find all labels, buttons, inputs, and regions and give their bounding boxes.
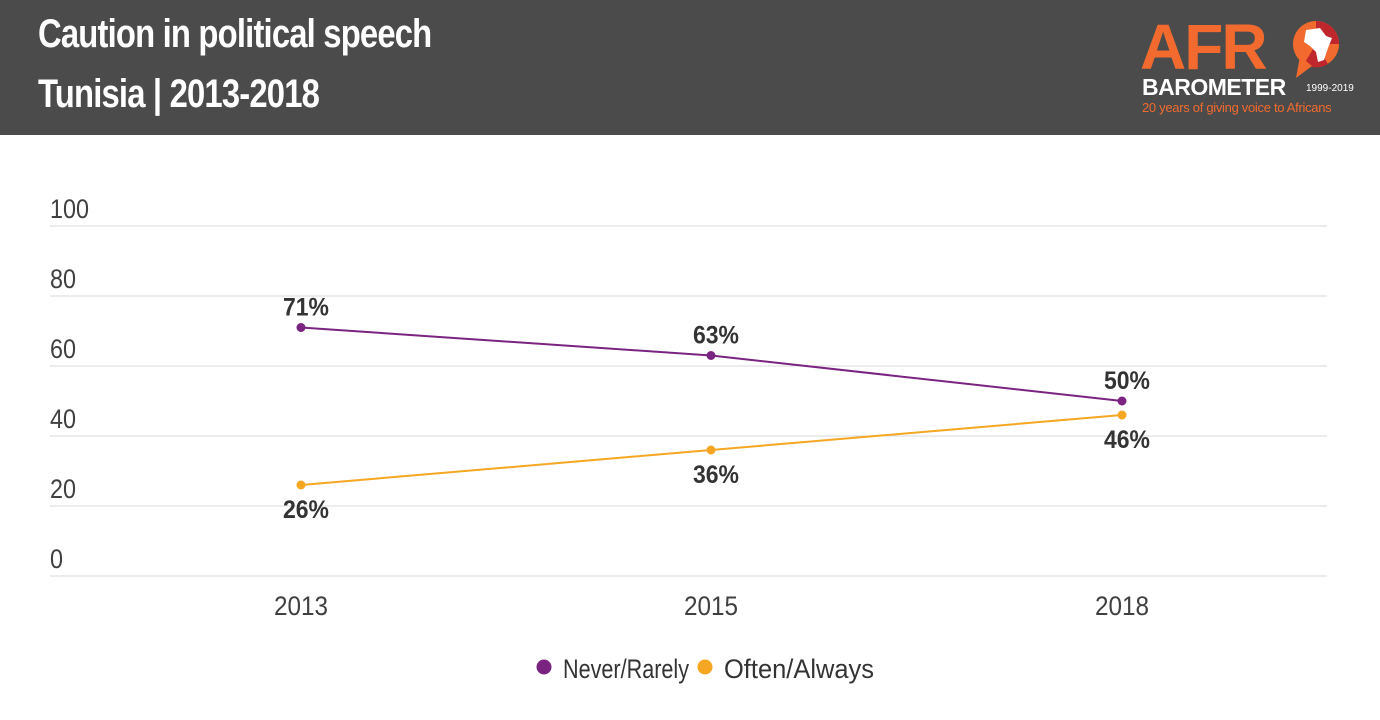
y-axis-ticks: 0 20 40 60 80 100 xyxy=(50,194,89,574)
y-tick-label: 20 xyxy=(50,474,76,504)
data-point xyxy=(706,445,716,455)
afrobarometer-logo: AFR BAROMETER 1999-2019 20 years of givi… xyxy=(1140,11,1370,119)
legend-label: Often/Always xyxy=(724,654,874,684)
logo-tagline: 20 years of giving voice to Africans xyxy=(1142,100,1332,115)
y-tick-label: 100 xyxy=(50,194,89,224)
africa-speech-bubble-icon xyxy=(1293,21,1339,78)
y-tick-label: 40 xyxy=(50,404,76,434)
x-axis-ticks: 2013 2015 2018 xyxy=(274,591,1149,621)
legend: Never/Rarely Often/Always xyxy=(536,654,874,684)
x-tick-label: 2015 xyxy=(684,591,738,621)
legend-marker xyxy=(697,659,713,675)
header-banner: Caution in political speech Tunisia | 20… xyxy=(0,0,1380,135)
data-point xyxy=(1117,396,1127,406)
data-point xyxy=(1117,410,1127,420)
data-labels: 71% 63% 50% 26% 36% 46% xyxy=(283,294,1150,525)
data-point xyxy=(706,351,716,360)
data-label: 50% xyxy=(1104,367,1150,395)
data-label: 46% xyxy=(1104,426,1150,454)
legend-marker xyxy=(536,659,552,675)
legend-label: Never/Rarely xyxy=(563,654,689,684)
gridlines xyxy=(50,225,1327,577)
data-point xyxy=(296,480,306,490)
chart-title: Caution in political speech xyxy=(38,12,432,56)
data-point xyxy=(296,323,306,332)
logo-years-text: 1999-2019 xyxy=(1306,83,1354,94)
y-tick-label: 0 xyxy=(50,544,63,574)
data-label: 26% xyxy=(283,496,329,524)
y-tick-label: 60 xyxy=(50,334,76,364)
logo-barometer-text: BAROMETER xyxy=(1142,74,1286,100)
data-label: 71% xyxy=(283,294,329,322)
data-label: 36% xyxy=(693,461,739,489)
data-label: 63% xyxy=(693,322,739,350)
chart-subtitle: Tunisia | 2013-2018 xyxy=(38,72,320,116)
x-tick-label: 2013 xyxy=(274,591,328,621)
y-tick-label: 80 xyxy=(50,264,76,294)
series-points xyxy=(296,323,1127,490)
x-tick-label: 2018 xyxy=(1095,591,1149,621)
logo-afro-text: AFR xyxy=(1140,11,1268,83)
